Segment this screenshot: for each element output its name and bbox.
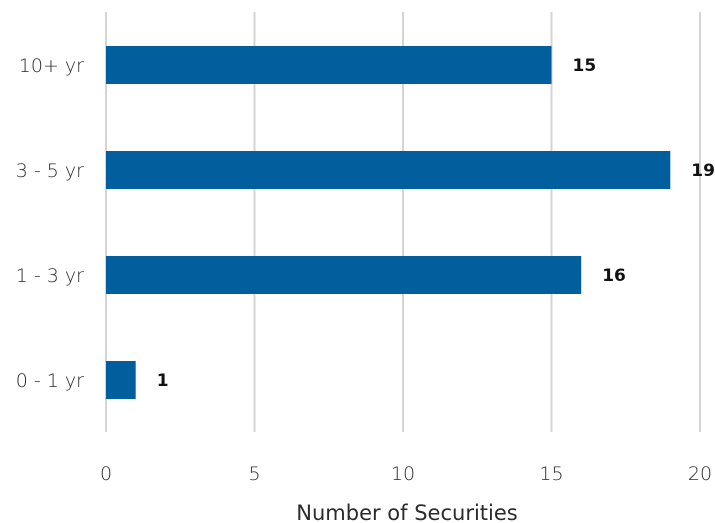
bar-3-5-yr <box>106 151 671 189</box>
x-axis-tick-labels: 0 5 10 15 20 <box>100 463 712 485</box>
x-tick-label-10: 10 <box>391 463 415 485</box>
bar-0-1-yr <box>106 361 136 399</box>
y-tick-label-0-1-yr: 0 - 1 yr <box>16 370 84 392</box>
x-tick-label-0: 0 <box>100 463 112 485</box>
x-tick-label-20: 20 <box>688 463 712 485</box>
bar-10-yr <box>106 46 552 84</box>
data-label-10-yr: 15 <box>573 56 597 76</box>
y-axis-tick-labels: 10+ yr 3 - 5 yr 1 - 3 yr 0 - 1 yr <box>16 55 84 392</box>
data-label-1-3-yr: 16 <box>602 266 626 286</box>
x-axis-title: Number of Securities <box>296 501 517 523</box>
data-label-3-5-yr: 19 <box>691 161 715 181</box>
data-labels: 15 19 16 1 <box>157 56 715 391</box>
x-tick-label-15: 15 <box>539 463 563 485</box>
data-label-0-1-yr: 1 <box>157 371 169 391</box>
x-tick-label-5: 5 <box>248 463 260 485</box>
y-tick-label-10-yr: 10+ yr <box>19 55 84 77</box>
bar-1-3-yr <box>106 256 582 294</box>
bars <box>106 46 671 399</box>
y-tick-label-3-5-yr: 3 - 5 yr <box>16 160 84 182</box>
y-tick-label-1-3-yr: 1 - 3 yr <box>16 265 84 287</box>
